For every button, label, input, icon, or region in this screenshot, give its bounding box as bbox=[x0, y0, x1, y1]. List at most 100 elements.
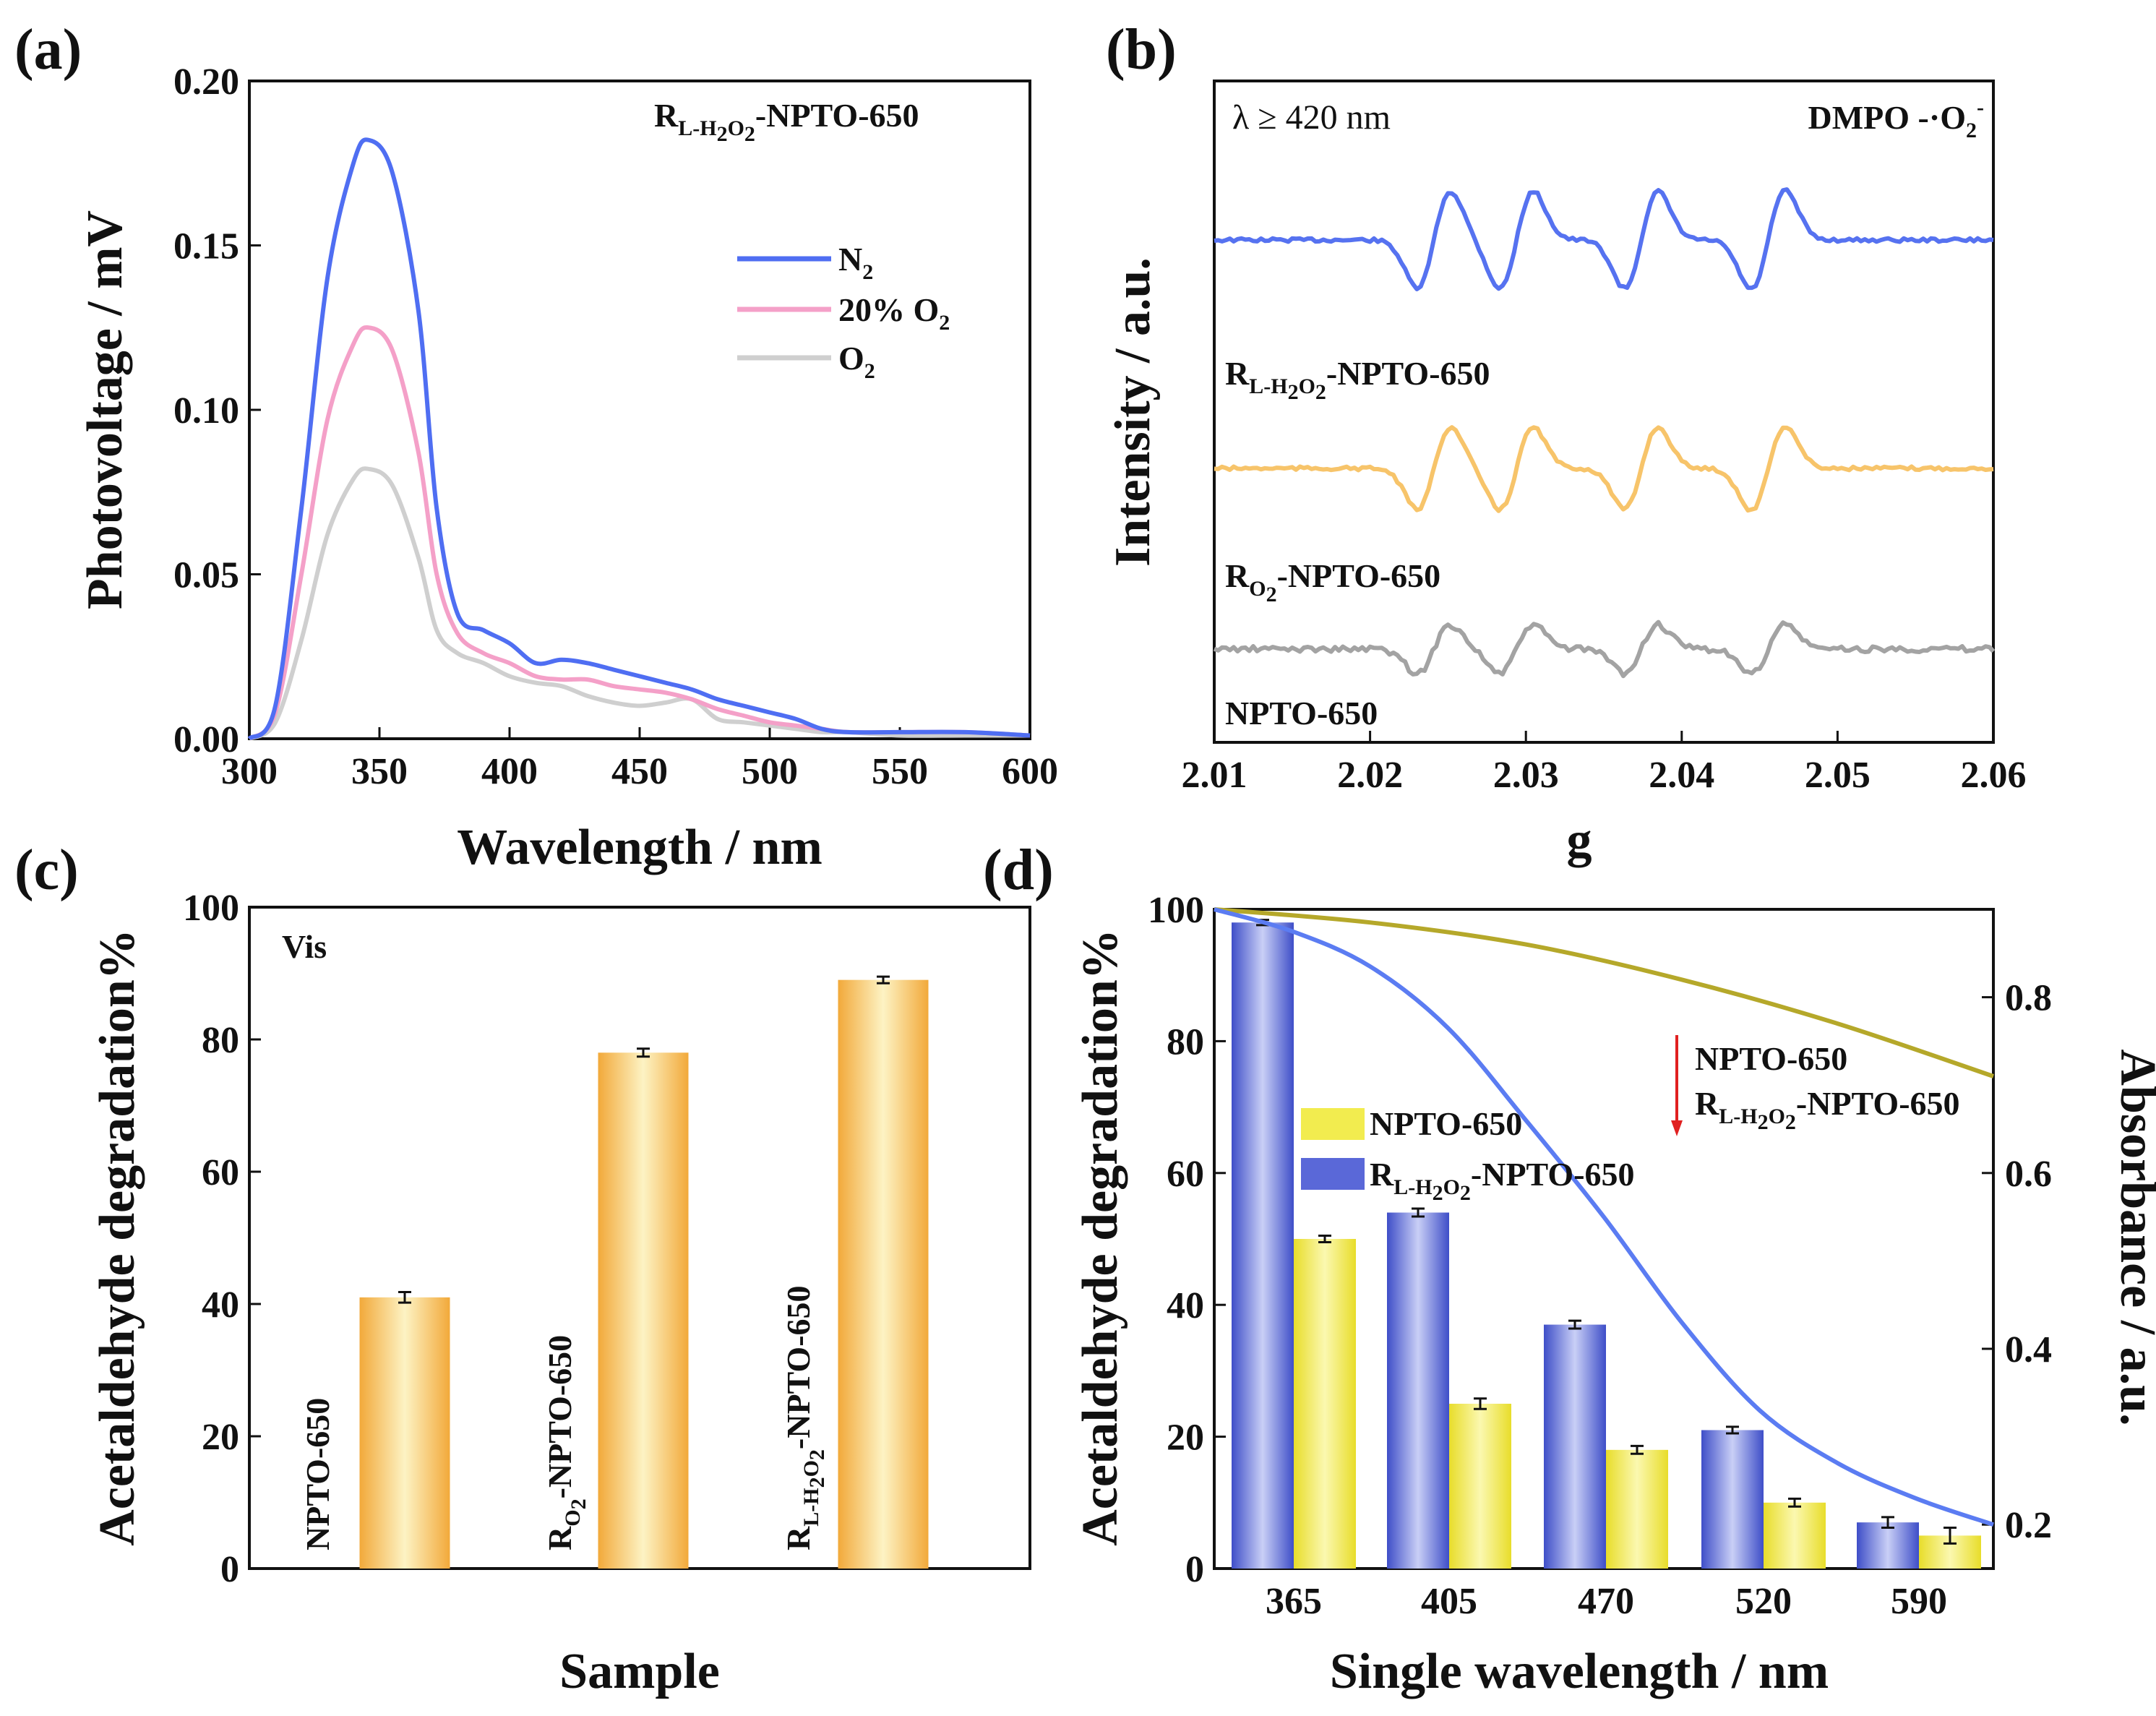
d-y2tick-label: 0.8 bbox=[2005, 978, 2052, 1019]
a-xtick-label: 600 bbox=[1002, 751, 1058, 792]
panel-d-arrow: NPTO-650 RL-H2O2-NPTO-650 bbox=[1671, 1035, 1960, 1136]
a-xtick-label: 300 bbox=[221, 751, 278, 792]
a-ytick-label: 0.05 bbox=[173, 555, 239, 596]
c-ytick-label: 60 bbox=[202, 1152, 239, 1193]
d-ytick-label: 60 bbox=[1167, 1154, 1204, 1195]
panel-b-dmpo: DMPO -·O2- bbox=[1808, 95, 1984, 142]
panel-d-y2label: Absorbance / a.u. bbox=[2110, 1049, 2156, 1425]
d-xtick-label: 365 bbox=[1266, 1581, 1322, 1622]
d-bar bbox=[1294, 1239, 1356, 1569]
a-xtick-label: 400 bbox=[481, 751, 538, 792]
d-bar bbox=[1449, 1404, 1511, 1569]
panel-c-cat-0: NPTO-650 bbox=[299, 1398, 336, 1550]
d-bar bbox=[1232, 922, 1294, 1569]
d-bar bbox=[1701, 1430, 1764, 1569]
d-ytick-label: 20 bbox=[1167, 1417, 1204, 1459]
a-xtick-label: 550 bbox=[872, 751, 928, 792]
panel-d: (d) 0 20 40 60 80 100 0.2 0.4 0.6 0.8 365 405 470 520… bbox=[983, 838, 2156, 1699]
panel-d-ticks: 0 20 40 60 80 100 0.2 0.4 0.6 0.8 365 405 470 520 590 bbox=[1148, 890, 2052, 1622]
a-ytick-label: 0.10 bbox=[173, 390, 239, 432]
panel-c-label: (c) bbox=[14, 838, 79, 902]
a-series-line bbox=[247, 137, 1031, 741]
d-ytick-label: 0 bbox=[1185, 1549, 1204, 1590]
d-xtick-label: 405 bbox=[1421, 1581, 1477, 1622]
panel-c-condition: Vis bbox=[282, 928, 327, 965]
panel-b-label: (b) bbox=[1106, 18, 1177, 82]
d-xtick-label: 520 bbox=[1735, 1581, 1792, 1622]
d-y2tick-label: 0.4 bbox=[2005, 1329, 2052, 1370]
d-y2tick-label: 0.2 bbox=[2005, 1505, 2052, 1546]
panel-b-label-ro2: RO2-NPTO-650 bbox=[1225, 557, 1440, 606]
panel-c-ylabel: Acetaldehyde degradation% bbox=[90, 929, 145, 1546]
d-bar bbox=[1606, 1449, 1668, 1569]
d-absorbance-line bbox=[1214, 907, 1994, 1078]
a-xtick-label: 350 bbox=[351, 751, 408, 792]
panel-a-ticks: 300 350 400 450 500 550 600 0.00 0.05 0.10 0.15 0.2… bbox=[173, 61, 1058, 792]
a-ytick-label: 0.15 bbox=[173, 226, 239, 267]
c-ytick-label: 20 bbox=[202, 1417, 239, 1458]
a-ytick-label: 0.20 bbox=[173, 61, 239, 103]
panel-d-bars bbox=[1232, 919, 1981, 1569]
panel-b-condition: λ ≥ 420 nm bbox=[1232, 98, 1391, 137]
panel-b-label-rl: RL-H2O2-NPTO-650 bbox=[1225, 355, 1490, 404]
panel-d-label: (d) bbox=[983, 838, 1054, 902]
c-ytick-label: 100 bbox=[183, 888, 239, 929]
legend-npto: NPTO-650 bbox=[1370, 1105, 1522, 1142]
panel-a: (a) 300 350 400 450 500 550 600 0.00 0.05 0.10 0.1… bbox=[14, 18, 1058, 875]
b-xtick-label: 2.05 bbox=[1805, 755, 1871, 796]
b-xtick-label: 2.01 bbox=[1182, 755, 1247, 796]
b-series-line bbox=[1214, 425, 1994, 513]
panel-a-lines bbox=[247, 137, 1031, 741]
d-bar bbox=[1544, 1324, 1606, 1569]
panel-d-lines bbox=[1214, 907, 1994, 1527]
b-series-line bbox=[1213, 619, 1996, 679]
legend-20o2: 20% O2 bbox=[838, 291, 950, 335]
d-ytick-label: 100 bbox=[1148, 890, 1204, 931]
panel-c-cat-1: RO2-NPTO-650 bbox=[541, 1335, 590, 1550]
ann-sub4: 2 bbox=[744, 122, 755, 146]
a-xtick-label: 450 bbox=[611, 751, 668, 792]
panel-d-ylabel: Acetaldehyde degradation% bbox=[1073, 929, 1128, 1546]
panel-c: (c) 0 20 40 60 80 100 Vis Sample Acetaldehyde… bbox=[14, 838, 1031, 1699]
d-ytick-label: 40 bbox=[1167, 1285, 1204, 1326]
ann-tail: -NPTO-650 bbox=[755, 97, 919, 134]
panel-b-label-npto: NPTO-650 bbox=[1225, 695, 1378, 732]
b-xtick-label: 2.04 bbox=[1649, 755, 1714, 796]
ann-sub3: O bbox=[728, 116, 744, 140]
d-y2tick-label: 0.6 bbox=[2005, 1154, 2052, 1195]
panel-b-frame bbox=[1213, 80, 1995, 744]
legend-rl: RL-H2O2-NPTO-650 bbox=[1370, 1156, 1635, 1205]
panel-c-cat-2: RL-H2O2-NPTO-650 bbox=[780, 1285, 829, 1550]
c-bar bbox=[838, 979, 929, 1569]
a-series-line bbox=[248, 466, 1030, 741]
panel-d-xlabel: Single wavelength / nm bbox=[1330, 1644, 1829, 1699]
d-bar bbox=[1857, 1522, 1919, 1569]
c-ytick-label: 80 bbox=[202, 1020, 239, 1061]
c-ytick-label: 0 bbox=[220, 1549, 239, 1590]
panel-a-xlabel: Wavelength / nm bbox=[457, 820, 823, 875]
panel-c-xlabel: Sample bbox=[559, 1644, 720, 1699]
arrow-label-top: NPTO-650 bbox=[1695, 1040, 1847, 1077]
b-series-line bbox=[1214, 187, 1994, 291]
arrow-label-bottom: RL-H2O2-NPTO-650 bbox=[1695, 1085, 1960, 1134]
d-bar bbox=[1764, 1502, 1826, 1569]
panel-d-legend: NPTO-650 RL-H2O2-NPTO-650 bbox=[1301, 1105, 1635, 1205]
c-bar bbox=[359, 1297, 450, 1569]
b-xtick-label: 2.02 bbox=[1337, 755, 1403, 796]
c-ytick-label: 40 bbox=[202, 1284, 239, 1326]
panel-a-frame bbox=[248, 80, 1031, 740]
d-ytick-label: 80 bbox=[1167, 1021, 1204, 1063]
panel-a-annotation: RL-H2O2-NPTO-650 bbox=[654, 97, 919, 146]
b-xtick-label: 2.03 bbox=[1493, 755, 1559, 796]
d-bar bbox=[1387, 1212, 1449, 1569]
panel-a-label: (a) bbox=[14, 18, 82, 82]
ann-sub2: 2 bbox=[717, 122, 728, 146]
d-xtick-label: 590 bbox=[1891, 1581, 1947, 1622]
a-ytick-label: 0.00 bbox=[173, 719, 239, 760]
legend-rl-swatch bbox=[1301, 1158, 1365, 1190]
a-xtick-label: 500 bbox=[742, 751, 798, 792]
ann-sub1: L-H bbox=[678, 116, 716, 140]
b-xtick-label: 2.06 bbox=[1961, 755, 2027, 796]
panel-b-xlabel: g bbox=[1567, 812, 1592, 868]
panel-b: (b) 2.01 2.02 2.03 2.04 2.05 2.06 g Intensity… bbox=[1105, 18, 2027, 868]
